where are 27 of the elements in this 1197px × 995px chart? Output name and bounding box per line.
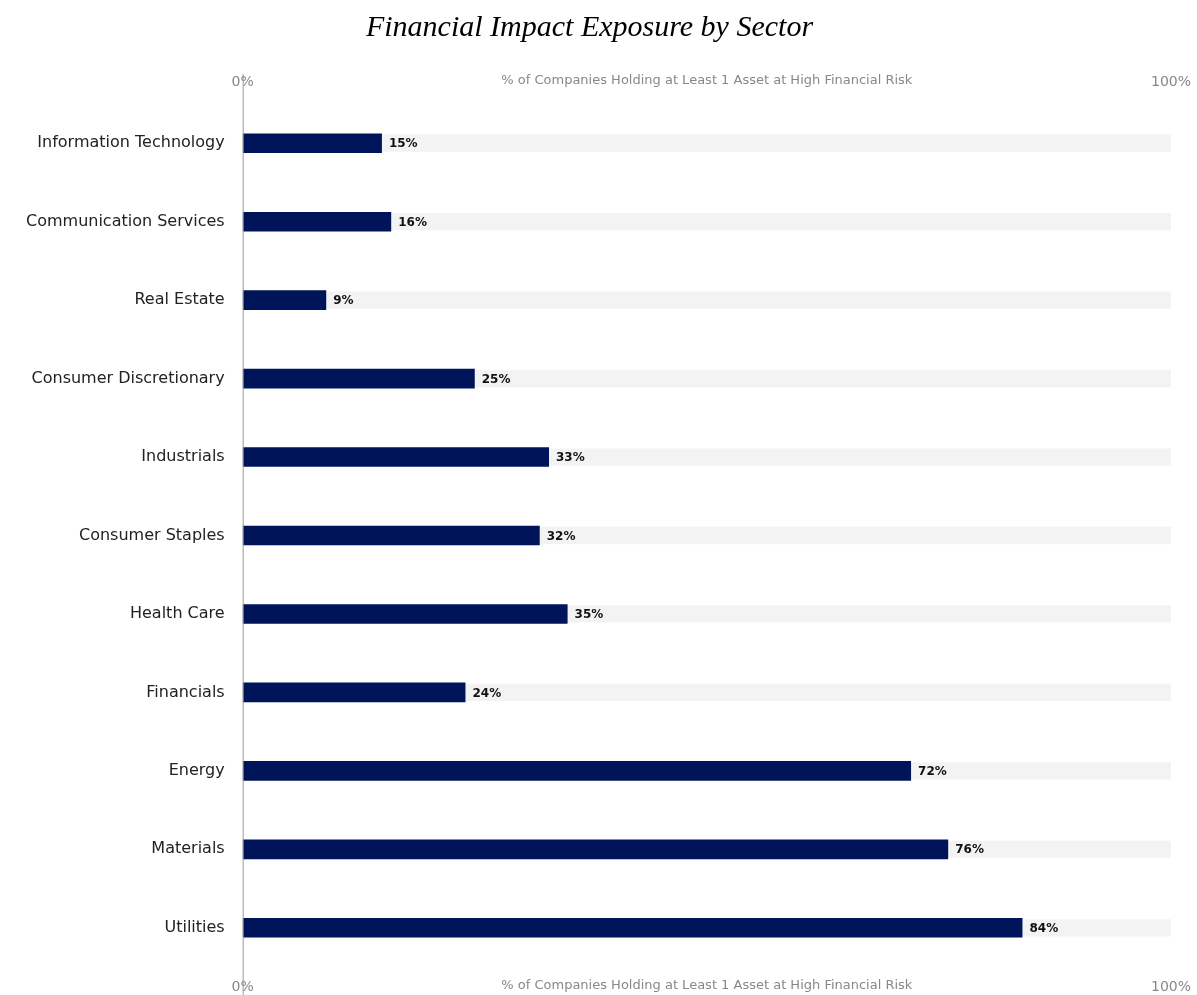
y-tick-label: Consumer Staples (78, 524, 225, 544)
y-tick-label: Financials (146, 681, 225, 701)
x2-tick-label: 100% (1150, 72, 1192, 89)
data-label: 24% (472, 685, 502, 700)
y-tick-label: Health Care (129, 603, 225, 623)
y-tick-label: Energy (168, 760, 225, 780)
y-tick-label: Consumer Discretionary (31, 367, 225, 387)
data-label: 16% (398, 214, 427, 229)
data-label: 32% (546, 528, 576, 543)
y-tick-label: Information Technology (37, 132, 225, 152)
data-label: 35% (574, 607, 604, 622)
data-label: 33% (556, 450, 585, 465)
x2-tick-label: 0% (231, 72, 254, 89)
data-label: 9% (333, 293, 354, 308)
x-axis-title: % of Companies Holding at Least 1 Asset at High Financial Risk (501, 977, 913, 993)
x2-axis-title: % of Companies Holding at Least 1 Asset at High Financial Risk (501, 72, 913, 88)
data-label: 72% (918, 763, 947, 778)
y-tick-label: Industrials (141, 446, 225, 466)
y-tick-label: Real Estate (134, 289, 225, 309)
y-tick-label: Utilities (164, 916, 225, 936)
y-tick-label: Communication Services (25, 210, 225, 230)
y-tick-label: Materials (151, 838, 225, 858)
data-label: 25% (481, 371, 511, 386)
data-label: 76% (955, 842, 984, 857)
data-label: 15% (388, 136, 418, 151)
chart-title: Financial Impact Exposure by Sector (364, 8, 814, 42)
data-label: 84% (1029, 920, 1059, 935)
